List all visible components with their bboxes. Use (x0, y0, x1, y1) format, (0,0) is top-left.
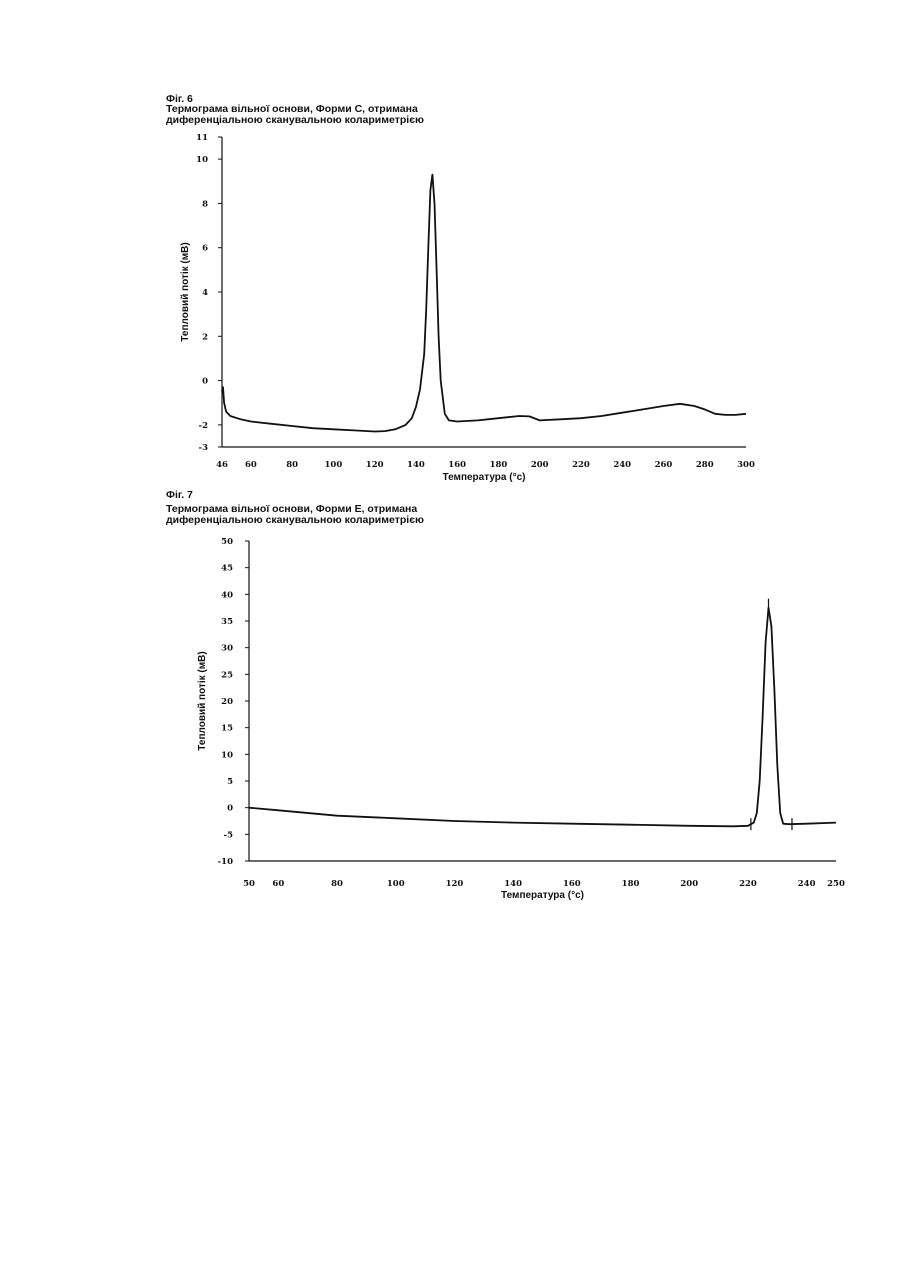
y-tick-label: 11 (196, 133, 208, 143)
y-tick-label: 35 (221, 617, 233, 627)
chart-fig6: -3-2024681011466080100120140160180200220… (180, 133, 755, 483)
y-tick-label: -10 (218, 857, 233, 867)
y-axis-label: Тепловий потік (мВ) (180, 242, 191, 341)
y-tick-label: 10 (196, 155, 208, 165)
x-tick-label: 220 (739, 879, 757, 889)
x-tick-label: 60 (245, 460, 257, 470)
y-axis-label: Тепловий потік (мВ) (197, 651, 208, 750)
y-tick-label: -2 (199, 421, 209, 431)
x-tick-label: 180 (490, 460, 508, 470)
y-tick-label: 0 (227, 804, 233, 814)
series-line (249, 608, 836, 827)
y-tick-label: 4 (202, 288, 208, 298)
y-tick-label: -5 (224, 830, 234, 840)
x-tick-label: 240 (613, 460, 631, 470)
y-tick-label: 30 (221, 644, 233, 654)
x-tick-label: 80 (286, 460, 298, 470)
y-tick-label: 8 (202, 199, 208, 209)
x-axis-label: Температура (°с) (501, 890, 584, 901)
x-tick-label: 46 (216, 460, 228, 470)
x-tick-label: 200 (531, 460, 549, 470)
y-tick-label: 40 (221, 590, 233, 600)
x-tick-label: 120 (446, 879, 464, 889)
x-tick-label: 140 (504, 879, 522, 889)
x-tick-label: 220 (572, 460, 590, 470)
x-tick-label: 140 (407, 460, 425, 470)
y-tick-label: -3 (199, 443, 209, 453)
x-tick-label: 200 (680, 879, 698, 889)
series-line (222, 175, 746, 432)
x-tick-label: 80 (331, 879, 343, 889)
y-tick-label: 45 (221, 564, 233, 574)
x-tick-label: 100 (325, 460, 343, 470)
x-tick-label: 120 (366, 460, 384, 470)
y-tick-label: 6 (202, 244, 208, 254)
x-tick-label: 180 (622, 879, 640, 889)
x-tick-label: 60 (272, 879, 284, 889)
x-tick-label: 160 (563, 879, 581, 889)
x-tick-label: 250 (827, 879, 845, 889)
x-tick-label: 260 (655, 460, 673, 470)
x-tick-label: 50 (243, 879, 255, 889)
y-tick-label: 25 (221, 670, 233, 680)
x-tick-label: 280 (696, 460, 714, 470)
y-tick-label: 50 (221, 537, 233, 547)
y-tick-label: 15 (221, 724, 233, 734)
x-tick-label: 240 (798, 879, 816, 889)
x-axis-label: Температура (°с) (443, 472, 526, 483)
y-tick-label: 5 (227, 777, 233, 787)
x-tick-label: 300 (737, 460, 755, 470)
x-tick-label: 160 (448, 460, 466, 470)
y-tick-label: 2 (202, 332, 208, 342)
chart-fig7: -10 -5 0 5 10 15 20 25 30 35 40 45 50 50 60 80 100 120 140… (197, 537, 845, 901)
x-tick-label: 100 (387, 879, 405, 889)
y-tick-label: 0 (202, 377, 208, 387)
y-tick-label: 20 (221, 697, 233, 707)
y-tick-label: 10 (221, 750, 233, 760)
